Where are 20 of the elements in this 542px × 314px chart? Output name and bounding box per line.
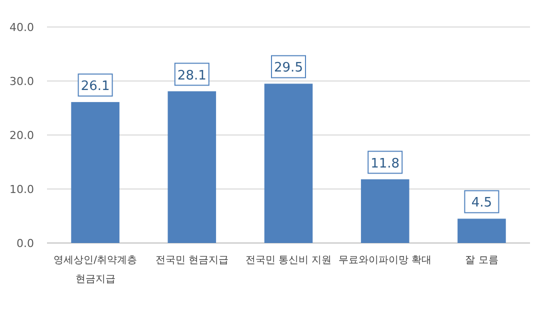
y-tick-label: 20.0 xyxy=(10,129,34,142)
data-label: 26.1 xyxy=(80,79,110,94)
y-tick-label: 30.0 xyxy=(10,75,34,88)
bar xyxy=(264,84,313,243)
data-label: 4.5 xyxy=(471,196,492,211)
data-label: 29.5 xyxy=(274,60,303,76)
bar xyxy=(168,91,216,243)
y-tick-label: 40.0 xyxy=(10,21,34,34)
x-tick-label: 전국민 통신비 지원 xyxy=(245,255,332,266)
x-tick-label: 전국민 현금지급 xyxy=(155,255,228,266)
bar xyxy=(71,102,120,243)
bar xyxy=(360,179,410,243)
x-tick-label: 잘 모름 xyxy=(465,255,498,266)
data-label: 28.1 xyxy=(177,68,206,84)
y-tick-label: 0.0 xyxy=(16,237,34,250)
x-tick-label: 영세상인/취약계층 현금지급 xyxy=(54,255,137,285)
y-tick-label: 10.0 xyxy=(10,183,34,196)
bar xyxy=(458,218,506,243)
data-label: 11.8 xyxy=(370,156,400,172)
x-tick-label: 무료와이파이망 확대 xyxy=(338,255,432,266)
